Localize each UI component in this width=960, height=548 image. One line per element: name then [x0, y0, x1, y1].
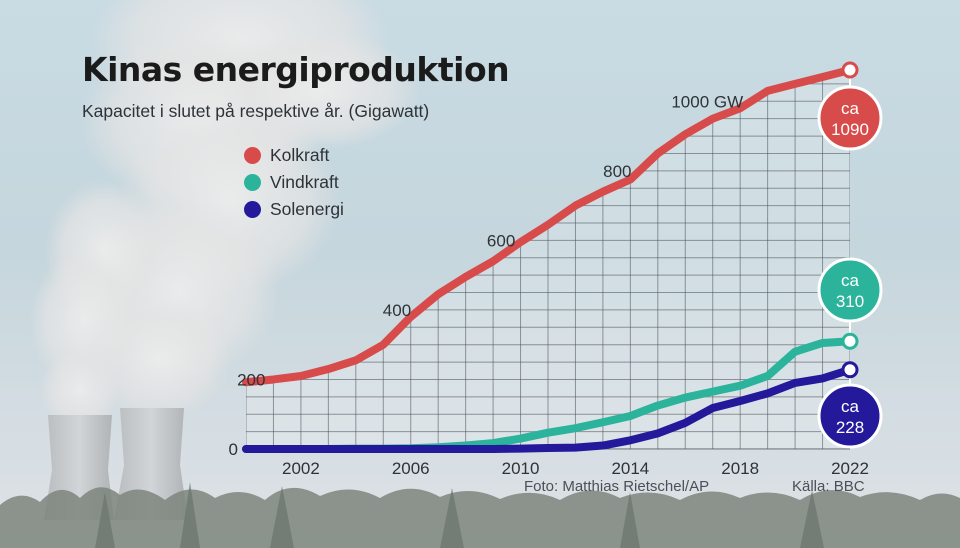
- source-credit: Källa: BBC: [792, 478, 865, 495]
- callout-bubble-solenergi: [817, 383, 883, 449]
- callout-prefix: ca: [841, 271, 860, 290]
- y-tick-label: 800: [603, 162, 631, 181]
- chart-title: Kinas energiproduktion: [82, 50, 510, 89]
- callouts: ca 1090 ca 310 ca 228: [817, 61, 883, 449]
- x-axis-ticks: 2002 2006 2010 2014 2018 2022: [282, 459, 869, 478]
- callout-value: 1090: [831, 120, 869, 139]
- x-tick-label: 2014: [611, 459, 649, 478]
- series-end-point: [841, 361, 859, 379]
- chart-subtitle: Kapacitet i slutet på respektive år. (Gi…: [82, 101, 430, 121]
- y-tick-label: 400: [383, 301, 411, 320]
- legend-label-vindkraft: Vindkraft: [270, 172, 339, 192]
- series-end-point: [841, 61, 859, 79]
- y-tick-label: 600: [487, 231, 515, 250]
- legend-item-solenergi: Solenergi: [244, 196, 344, 223]
- legend-dot-solenergi-icon: [244, 201, 261, 218]
- callout-value: 310: [836, 292, 864, 311]
- series-end-point: [841, 332, 859, 350]
- x-tick-label: 2018: [721, 459, 759, 478]
- series-lines: [242, 66, 854, 453]
- y-axis-ticks: 0 200 400 600 800 1000 GW: [229, 92, 744, 459]
- series-line-solenergi: [242, 365, 854, 453]
- x-tick-label: 2002: [282, 459, 320, 478]
- legend-dot-kolkraft-icon: [244, 147, 261, 164]
- callout-prefix: ca: [841, 397, 860, 416]
- photo-credit: Foto: Matthias Rietschel/AP: [524, 478, 710, 495]
- callout-prefix: ca: [841, 99, 860, 118]
- legend-dot-vindkraft-icon: [244, 174, 261, 191]
- series-line-kolkraft: [242, 66, 854, 387]
- legend-label-solenergi: Solenergi: [270, 199, 344, 219]
- y-tick-label: 0: [229, 440, 238, 459]
- callout-bubble-kolkraft: [817, 85, 883, 151]
- grid: [246, 70, 850, 450]
- callout-value: 228: [836, 418, 864, 437]
- legend-label-kolkraft: Kolkraft: [270, 145, 330, 165]
- x-tick-label: 2022: [831, 459, 869, 478]
- x-tick-label: 2006: [392, 459, 430, 478]
- callout-bubble-vindkraft: [817, 257, 883, 323]
- y-tick-label: 200: [237, 370, 265, 389]
- legend: Kolkraft Vindkraft Solenergi: [244, 142, 344, 223]
- legend-item-vindkraft: Vindkraft: [244, 169, 344, 196]
- y-tick-label: 1000 GW: [671, 92, 743, 111]
- x-tick-label: 2010: [502, 459, 540, 478]
- legend-item-kolkraft: Kolkraft: [244, 142, 344, 169]
